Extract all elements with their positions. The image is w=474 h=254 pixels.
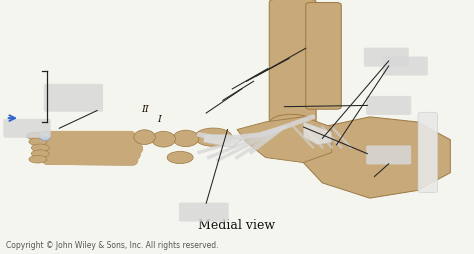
Ellipse shape	[134, 130, 155, 145]
FancyBboxPatch shape	[418, 112, 438, 193]
FancyBboxPatch shape	[44, 84, 103, 112]
FancyBboxPatch shape	[383, 57, 428, 76]
FancyBboxPatch shape	[3, 119, 51, 138]
Ellipse shape	[31, 150, 49, 157]
Text: II: II	[141, 105, 148, 114]
Polygon shape	[299, 117, 450, 198]
Ellipse shape	[31, 144, 49, 152]
Ellipse shape	[29, 138, 47, 146]
Text: I: I	[157, 115, 161, 124]
Ellipse shape	[270, 114, 313, 130]
FancyBboxPatch shape	[366, 145, 411, 165]
Ellipse shape	[167, 151, 193, 164]
Ellipse shape	[40, 131, 50, 137]
Polygon shape	[204, 135, 242, 147]
FancyBboxPatch shape	[179, 203, 228, 221]
Text: Medial view: Medial view	[199, 219, 275, 232]
FancyBboxPatch shape	[269, 0, 316, 125]
Ellipse shape	[152, 131, 175, 147]
Ellipse shape	[173, 130, 199, 147]
Ellipse shape	[29, 155, 47, 163]
FancyBboxPatch shape	[364, 48, 409, 67]
Ellipse shape	[40, 135, 50, 140]
Ellipse shape	[194, 128, 232, 146]
Polygon shape	[303, 122, 332, 145]
FancyBboxPatch shape	[366, 96, 411, 115]
FancyBboxPatch shape	[306, 3, 341, 109]
Text: Copyright © John Wiley & Sons, Inc. All rights reserved.: Copyright © John Wiley & Sons, Inc. All …	[6, 241, 218, 250]
Ellipse shape	[27, 132, 45, 140]
Polygon shape	[237, 117, 332, 163]
